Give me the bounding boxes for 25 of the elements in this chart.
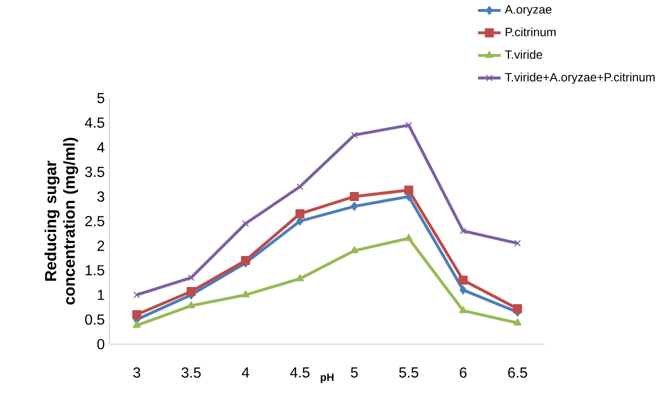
y-tick-label: 4 [97,142,104,152]
y-tick-label: 2.5 [85,216,104,226]
y-tick-label: 2 [97,240,104,251]
y-tick-label: 1.5 [86,265,104,276]
x-tick-label: 3.5 [182,368,201,378]
y-tick-label: 0.5 [85,314,104,325]
y-tick-label: 3.5 [85,166,104,178]
x-axis-title: pH [320,374,334,384]
y-tick-label: 5 [97,93,104,104]
legend-label: A.oryzae [504,5,552,16]
x-tick-label: 5.5 [399,367,418,378]
x-tick-label: 4.5 [290,367,310,378]
x-tick-label: 6 [460,368,467,378]
legend-label: T.viride+A.oryzae+P.citrinum [505,72,655,84]
y-tick-label: 1 [98,290,104,300]
y-tick-label: 4.5 [84,118,104,128]
y-axis-title: Reducing sugar concentration (mg/ml) [44,138,78,305]
legend-label: P.citrinum [506,28,556,36]
legend-label: T.viride [505,50,542,59]
y-tick-label: 0 [97,339,104,350]
x-tick-label: 5 [350,367,358,378]
x-tick-label: 4 [242,367,250,378]
y-tick-label: 3 [97,191,104,202]
x-tick-label: 3 [133,368,140,378]
x-tick-label: 6.5 [508,368,528,378]
